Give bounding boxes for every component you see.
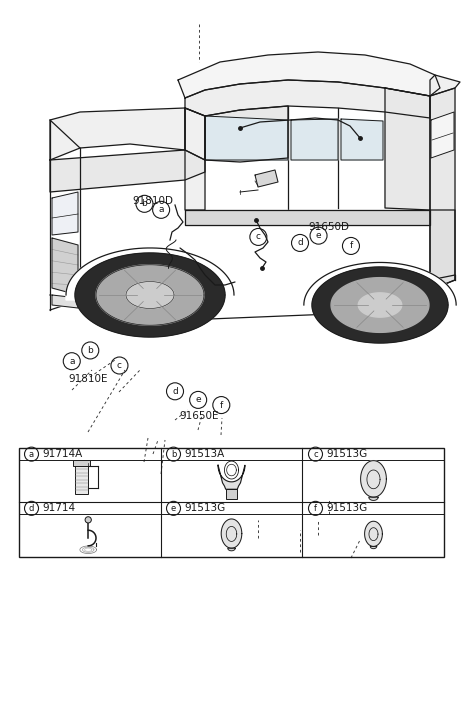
Polygon shape	[75, 253, 225, 337]
Polygon shape	[312, 267, 448, 343]
Text: d: d	[29, 504, 34, 513]
Bar	[75, 466, 88, 494]
Polygon shape	[96, 265, 204, 325]
Text: b: b	[142, 199, 147, 209]
Text: 91650D: 91650D	[308, 222, 349, 232]
Text: e: e	[171, 504, 176, 513]
Polygon shape	[205, 106, 288, 162]
Polygon shape	[185, 108, 205, 210]
Bar	[226, 489, 237, 499]
Text: c: c	[313, 449, 318, 459]
Polygon shape	[430, 210, 455, 290]
Text: 91714: 91714	[43, 503, 75, 513]
Polygon shape	[185, 80, 430, 118]
Polygon shape	[52, 238, 78, 295]
Polygon shape	[304, 262, 456, 310]
Polygon shape	[185, 210, 430, 225]
Text: 91513A: 91513A	[185, 449, 225, 459]
Text: 91810E: 91810E	[68, 374, 108, 385]
Polygon shape	[369, 497, 378, 500]
Polygon shape	[50, 108, 185, 160]
Polygon shape	[126, 281, 174, 308]
Polygon shape	[178, 52, 440, 98]
Polygon shape	[358, 293, 402, 317]
Polygon shape	[341, 119, 383, 160]
Text: 91714A: 91714A	[43, 449, 83, 459]
Polygon shape	[430, 88, 455, 290]
Text: b: b	[88, 346, 93, 355]
Polygon shape	[185, 108, 205, 160]
Text: e: e	[316, 231, 321, 240]
Bar	[73, 459, 90, 466]
Polygon shape	[52, 192, 78, 235]
Text: c: c	[117, 361, 122, 370]
Text: f: f	[314, 504, 317, 513]
Polygon shape	[370, 547, 377, 549]
Text: 91810D: 91810D	[132, 196, 173, 206]
Text: a: a	[69, 357, 75, 366]
Polygon shape	[365, 521, 382, 547]
Polygon shape	[221, 519, 242, 548]
Polygon shape	[218, 465, 245, 489]
Polygon shape	[52, 295, 78, 308]
Text: a: a	[158, 205, 164, 214]
Circle shape	[85, 517, 91, 523]
Text: b: b	[171, 449, 176, 459]
Text: e: e	[195, 395, 201, 404]
Text: d: d	[297, 238, 303, 247]
Text: f: f	[349, 241, 353, 251]
Text: f: f	[219, 401, 223, 409]
Polygon shape	[228, 548, 235, 551]
Text: a: a	[29, 449, 34, 459]
Polygon shape	[205, 116, 288, 160]
Polygon shape	[255, 170, 278, 187]
Polygon shape	[430, 75, 460, 96]
Polygon shape	[331, 278, 429, 332]
Polygon shape	[385, 88, 430, 210]
Text: d: d	[172, 387, 178, 395]
Polygon shape	[50, 150, 205, 192]
Text: 91513G: 91513G	[326, 449, 368, 459]
Text: c: c	[256, 233, 261, 241]
Polygon shape	[361, 461, 386, 497]
Polygon shape	[431, 112, 454, 158]
Polygon shape	[66, 248, 234, 300]
Bar	[19, 448, 444, 557]
Polygon shape	[291, 119, 338, 160]
Text: 91513G: 91513G	[326, 503, 368, 513]
Text: 91650E: 91650E	[179, 411, 219, 421]
Text: 91513G: 91513G	[185, 503, 226, 513]
